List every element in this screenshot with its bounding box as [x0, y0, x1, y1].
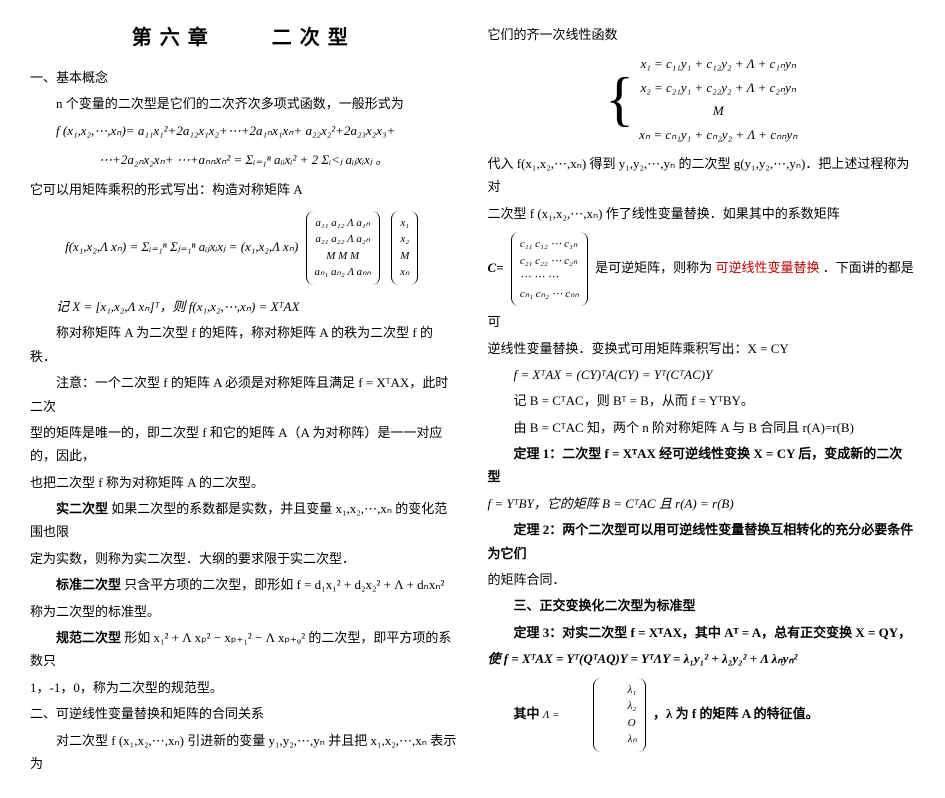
para-note3: 也把二次型 f 称为对称矩阵 A 的二次型。 [30, 471, 458, 494]
matrix-c-row3: ⋯ ⋯ ⋯ [520, 269, 579, 286]
right-column: 它们的齐一次线性函数 { x₁ = c₁₁y₁ + c₁₂y₂ + Λ + c₁… [488, 20, 916, 778]
theorem-3b: 使 f = XᵀAX = Yᵀ(QᵀAQ)Y = YᵀΛY = λ₁y₁² + … [488, 647, 916, 670]
para-note2: 型的矩阵是唯一的，即二次型 f 和它的矩阵 A（A 为对称阵）是一一对应的，因此… [30, 421, 458, 468]
para-sub2: 二次型 f (x₁,x₂,⋯,xₙ) 作了线性变量替换．如果其中的系数矩阵 [488, 202, 916, 225]
formula-general-2: ⋯+2a₂ₙx₂xₙ+ ⋯+aₙₙxₙ² = Σᵢ₌₁ⁿ aᵢᵢxᵢ² + 2 … [30, 148, 458, 171]
theorem-3a: 定理 3：对实二次型 f = XᵀAX，其中 Aᵀ = A，总有正交变换 X =… [488, 621, 916, 644]
text-invertible-b: 可逆线性变量替换 [715, 260, 819, 275]
left-column: 第六章 二次型 一、基本概念 n 个变量的二次型是它们的二次齐次多项式函数，一般… [30, 20, 458, 778]
para-note1: 注意：一个二次型 f 的矩阵 A 必须是对称矩阵且满足 f = XᵀAX，此时二… [30, 371, 458, 418]
heading-congruence: 二、可逆线性变量替换和矩阵的合同关系 [30, 702, 458, 725]
lambda-label: Λ = [543, 709, 560, 721]
para-sub1: 代入 f(x₁,x₂,⋯,xₙ) 得到 y₁,y₂,⋯,yₙ 的二次型 g(y₁… [488, 152, 916, 199]
theorem-1a: 定理 1：二次型 f = XᵀAX 经可逆线性变换 X = CY 后，变成新的二… [488, 442, 916, 489]
para-xtax: 记 X = [x₁,x₂,Λ xₙ]ᵀ，则 f(x₁,x₂,⋯,xₙ) = Xᵀ… [30, 295, 458, 318]
matrix-c: c₁₁ c₁₂ ⋯ c₁ₙ c₂₁ c₂₂ ⋯ c₂ₙ ⋯ ⋯ ⋯ cₙ₁ cₙ… [511, 232, 588, 306]
formula-ctac: f = XᵀAX = (CY)ᵀA(CY) = Yᵀ(CᵀAC)Y [488, 363, 916, 386]
matrix-a-row4: aₙ₁ aₙ₂ Λ aₙₙ [315, 264, 371, 281]
system-eq2: x₂ = c₂₁y₁ + c₂₂y₂ + Λ + c₂ₙyₙ [639, 76, 797, 99]
para-std-qf: 标准二次型 只含平方项的二次型，即形如 f = d₁x₁² + d₂x₂² + … [30, 573, 458, 596]
para-b-def: 记 B = CᵀAC，则 Bᵀ = B，从而 f = YᵀBY。 [488, 389, 916, 412]
para-xcy: 逆线性变量替换．变换式可用矩阵乘积写出：X = CY [488, 337, 916, 360]
matrix-a-row3: M M M [315, 248, 371, 265]
matrix-lambda-row1: λ₁ [602, 682, 637, 699]
para-matrix-form: 它可以用矩阵乘积的形式写出：构造对称矩阵 A [30, 178, 458, 201]
para-std-qf2: 称为二次型的标准型。 [30, 600, 458, 623]
matrix-lambda-row2: λ₂ [602, 698, 637, 715]
matrix-a: a₁₁ a₁₂ Λ a₁ₙ a₂₁ a₂₂ Λ a₂ₙ M M M aₙ₁ aₙ… [306, 211, 380, 285]
label-real-qf: 实二次型 [56, 501, 108, 516]
theorem-3c-post: ，λ 为 f 的矩阵 A 的特征值。 [653, 706, 819, 721]
theorem-3c-pre: 其中 [514, 706, 540, 721]
para-rank: 称对称矩阵 A 为二次型 f 的矩阵，称对称矩阵 A 的秩为二次型 f 的秩． [30, 321, 458, 368]
formula-general-2a: ⋯+2a₂ₙx₂xₙ+ ⋯+aₙₙxₙ² [99, 152, 230, 167]
formula-sum: = Σᵢ₌₁ⁿ aᵢᵢxᵢ² + 2 Σᵢ<ⱼ aᵢⱼxᵢxⱼ 。 [234, 152, 389, 167]
vector-x-row3: M [400, 248, 409, 265]
vector-x-row1: x₁ [400, 215, 409, 232]
chapter-title: 第六章 二次型 [30, 20, 458, 56]
para-norm-qf: 规范二次型 形如 x₁² + Λ xₚ² − xₚ₊₁² − Λ xₚ₊ᵩ² 的… [30, 626, 458, 673]
system-eq3: M [639, 99, 797, 122]
system-block: { x₁ = c₁₁y₁ + c₁₂y₂ + Λ + c₁ₙyₙ x₂ = c₂… [488, 52, 916, 146]
vector-x: x₁ x₂ M xₙ [391, 211, 418, 285]
system-eq4: xₙ = cₙ₁y₁ + cₙ₂y₂ + Λ + cₙₙyₙ [639, 123, 797, 146]
para-norm-qf2: 1，-1，0，称为二次型的规范型。 [30, 676, 458, 699]
formula-fxx: f(x₁,x₂,Λ xₙ) = Σᵢ₌₁ⁿ Σⱼ₌₁ⁿ aᵢⱼxᵢxⱼ = (x… [65, 239, 298, 254]
page: 第六章 二次型 一、基本概念 n 个变量的二次型是它们的二次齐次多项式函数，一般… [30, 20, 915, 778]
vector-x-row2: x₂ [400, 231, 409, 248]
formula-general-1: f (x₁,x₂,⋯,xₙ)= a₁₁x₁²+2a₁₂x₁x₂+⋯+2a₁ₙx₁… [30, 119, 458, 142]
matrix-c-row4: cₙ₁ cₙ₂ ⋯ cₙₙ [520, 286, 579, 303]
para-real-qf: 实二次型 如果二次型的系数都是实数，并且变量 x₁,x₂,⋯,xₙ 的变化范围也… [30, 497, 458, 544]
matrix-c-row2: c₂₁ c₂₂ ⋯ c₂ₙ [520, 253, 579, 270]
brace-icon: { [605, 69, 634, 129]
matrix-a-row1: a₁₁ a₁₂ Λ a₁ₙ [315, 215, 371, 232]
label-std-qf: 标准二次型 [56, 577, 121, 592]
matrix-a-row2: a₂₁ a₂₂ Λ a₂ₙ [315, 231, 371, 248]
label-norm-qf: 规范二次型 [56, 630, 121, 645]
matrix-c-row1: c₁₁ c₁₂ ⋯ c₁ₙ [520, 236, 579, 253]
matrix-lambda-row4: λₙ [602, 731, 637, 748]
theorem-1b: f = YᵀBY，它的矩阵 B = CᵀAC 且 r(A) = r(B) [488, 492, 916, 515]
theorem-2: 定理 2：两个二次型可以用可逆线性变量替换互相转化的充分必要条件为它们 [488, 518, 916, 565]
text-std-qf: 只含平方项的二次型，即形如 f = d₁x₁² + d₂x₂² + Λ + dₙ… [124, 577, 444, 592]
text-invertible-a: 是可逆矩阵，则称为 [595, 260, 712, 275]
theorem-2b: 的矩阵合同． [488, 568, 916, 591]
system-eq1: x₁ = c₁₁y₁ + c₁₂y₂ + Λ + c₁ₙyₙ [639, 52, 797, 75]
para-linear-fn: 它们的齐一次线性函数 [488, 23, 916, 46]
para-newvars: 对二次型 f (x₁,x₂,⋯,xₙ) 引进新的变量 y₁,y₂,⋯,yₙ 并且… [30, 729, 458, 776]
para-congruent: 由 B = CᵀAC 知，两个 n 阶对称矩阵 A 与 B 合同且 r(A)=r… [488, 416, 916, 439]
matrix-lambda: λ₁ λ₂ O λₙ [567, 678, 646, 752]
para-real-qf2: 定为实数，则称为实二次型．大纲的要求限于实二次型． [30, 547, 458, 570]
theorem-3c: 其中 Λ = λ₁ λ₂ O λₙ ，λ 为 f 的矩阵 A 的特征值。 [488, 674, 916, 756]
theorem-2-label: 定理 2：两个二次型可以用可逆线性变量替换互相转化的充分必要条件为它们 [488, 522, 914, 560]
vector-x-row4: xₙ [400, 264, 409, 281]
formula-fxx-block: f(x₁,x₂,Λ xₙ) = Σᵢ₌₁ⁿ Σⱼ₌₁ⁿ aᵢⱼxᵢxⱼ = (x… [30, 207, 458, 289]
para-nvars: n 个变量的二次型是它们的二次齐次多项式函数，一般形式为 [30, 92, 458, 115]
heading-orthogonal: 三、正交变换化二次型为标准型 [488, 594, 916, 617]
heading-basic-concepts: 一、基本概念 [30, 66, 458, 89]
matrix-c-block: C= c₁₁ c₁₂ ⋯ c₁ₙ c₂₁ c₂₂ ⋯ c₂ₙ ⋯ ⋯ ⋯ cₙ₁… [488, 228, 916, 333]
matrix-c-label: C= [488, 260, 504, 275]
formula-xtax: 记 X = [x₁,x₂,Λ xₙ]ᵀ，则 f(x₁,x₂,⋯,xₙ) = Xᵀ… [56, 299, 299, 314]
matrix-lambda-row3: O [602, 715, 637, 732]
